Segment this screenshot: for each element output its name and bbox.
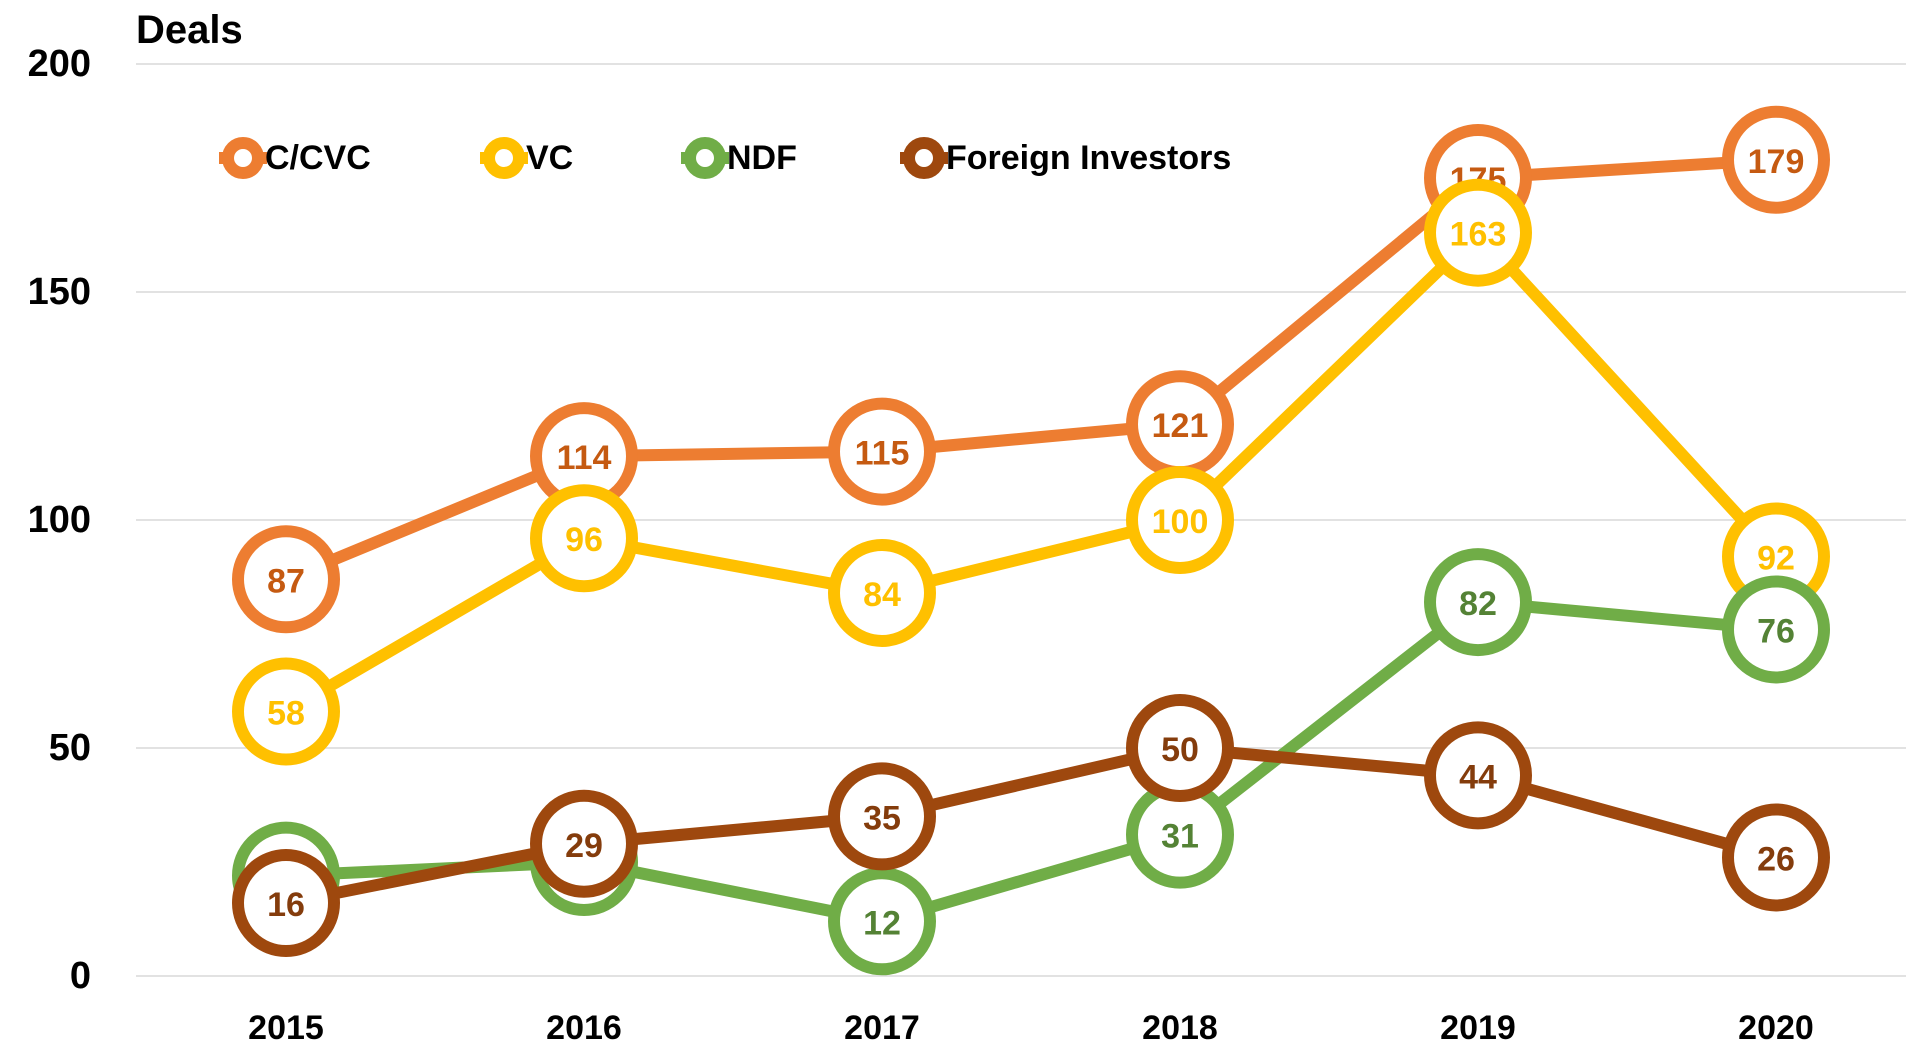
data-point bbox=[1126, 466, 1234, 574]
data-label: 82 bbox=[1459, 585, 1497, 623]
x-tick-label: 2017 bbox=[844, 1009, 920, 1045]
data-label: 92 bbox=[1757, 539, 1795, 577]
series-line bbox=[285, 596, 1777, 928]
data-point bbox=[1126, 694, 1234, 802]
series-line bbox=[282, 226, 1781, 717]
legend-marker bbox=[903, 137, 945, 179]
x-tick-label: 2015 bbox=[248, 1009, 324, 1045]
data-point bbox=[1722, 575, 1830, 684]
data-label: 58 bbox=[267, 695, 305, 733]
data-label: 31 bbox=[1161, 818, 1199, 856]
y-tick-label: 0 bbox=[70, 955, 91, 997]
data-label: 163 bbox=[1450, 216, 1507, 254]
data-point bbox=[1424, 721, 1532, 830]
data-label: 50 bbox=[1161, 731, 1199, 769]
data-label: 121 bbox=[1152, 407, 1209, 445]
data-label: 100 bbox=[1152, 503, 1209, 541]
data-point bbox=[828, 397, 936, 506]
data-label: 179 bbox=[1748, 143, 1805, 181]
data-point bbox=[1424, 178, 1532, 287]
data-point bbox=[232, 525, 340, 634]
data-point bbox=[530, 789, 638, 898]
data-point bbox=[232, 657, 340, 766]
data-label: 96 bbox=[565, 521, 603, 559]
y-tick-label: 50 bbox=[49, 727, 91, 769]
data-label: 84 bbox=[863, 576, 901, 614]
chart-title: Deals bbox=[136, 8, 243, 52]
legend-label: C/CVC bbox=[265, 139, 371, 177]
data-label: 114 bbox=[557, 439, 612, 477]
data-label: 26 bbox=[1757, 840, 1795, 878]
data-point bbox=[828, 762, 936, 871]
y-tick-label: 100 bbox=[28, 499, 91, 541]
legend-label: NDF bbox=[727, 139, 797, 177]
y-tick-label: 150 bbox=[28, 271, 91, 313]
x-tick-label: 2018 bbox=[1142, 1009, 1218, 1045]
data-label: 44 bbox=[1459, 758, 1497, 796]
x-tick-label: 2019 bbox=[1440, 1009, 1516, 1045]
legend-label: Foreign Investors bbox=[946, 139, 1231, 177]
legend-label: VC bbox=[526, 139, 573, 177]
data-point bbox=[828, 867, 936, 976]
data-point bbox=[232, 849, 340, 958]
data-label: 35 bbox=[863, 799, 901, 837]
data-point bbox=[828, 538, 936, 647]
legend-marker bbox=[483, 137, 525, 179]
data-label: 29 bbox=[565, 827, 603, 865]
data-label: 115 bbox=[855, 435, 910, 473]
y-tick-label: 200 bbox=[28, 43, 91, 85]
x-tick-label: 2016 bbox=[546, 1009, 622, 1045]
x-tick-label: 2020 bbox=[1738, 1009, 1814, 1045]
data-label: 12 bbox=[863, 904, 901, 942]
data-point bbox=[1722, 105, 1830, 214]
data-label: 87 bbox=[267, 562, 305, 600]
legend-marker bbox=[222, 137, 264, 179]
data-label: 76 bbox=[1757, 612, 1795, 650]
data-point bbox=[1424, 548, 1532, 657]
data-label: 16 bbox=[267, 886, 305, 924]
legend-marker bbox=[684, 137, 726, 179]
data-point bbox=[530, 484, 638, 593]
data-point bbox=[1722, 803, 1830, 912]
series-line bbox=[283, 153, 1777, 585]
